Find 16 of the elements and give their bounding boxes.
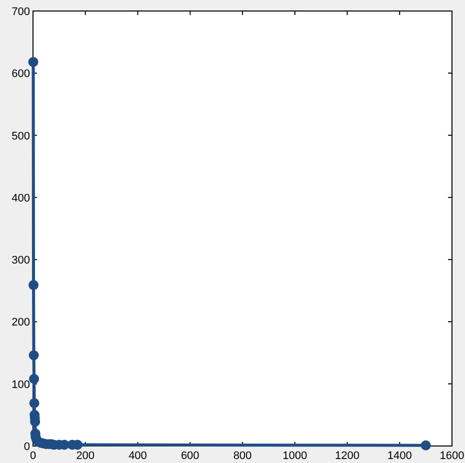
y-tick-label: 200 [12, 316, 30, 329]
x-tick-label: 800 [233, 450, 252, 462]
x-tick-label: 600 [180, 450, 200, 462]
y-tick-label: 600 [12, 68, 30, 80]
y-tick-label: 500 [12, 130, 30, 142]
x-tick-label: 200 [76, 450, 95, 462]
y-tick-label: 700 [12, 6, 30, 18]
x-tick-label: 1000 [282, 450, 308, 462]
y-tick-label: 300 [12, 254, 30, 267]
y-tick-label: 400 [12, 192, 30, 204]
x-tick-label: 1400 [387, 450, 412, 462]
y-tick-label: 0 [24, 441, 30, 453]
y-tick-label: 100 [12, 378, 30, 391]
x-tick-label: 1600 [440, 450, 464, 462]
x-tick-label: 1200 [335, 450, 360, 462]
x-tick-label: 400 [128, 450, 147, 462]
